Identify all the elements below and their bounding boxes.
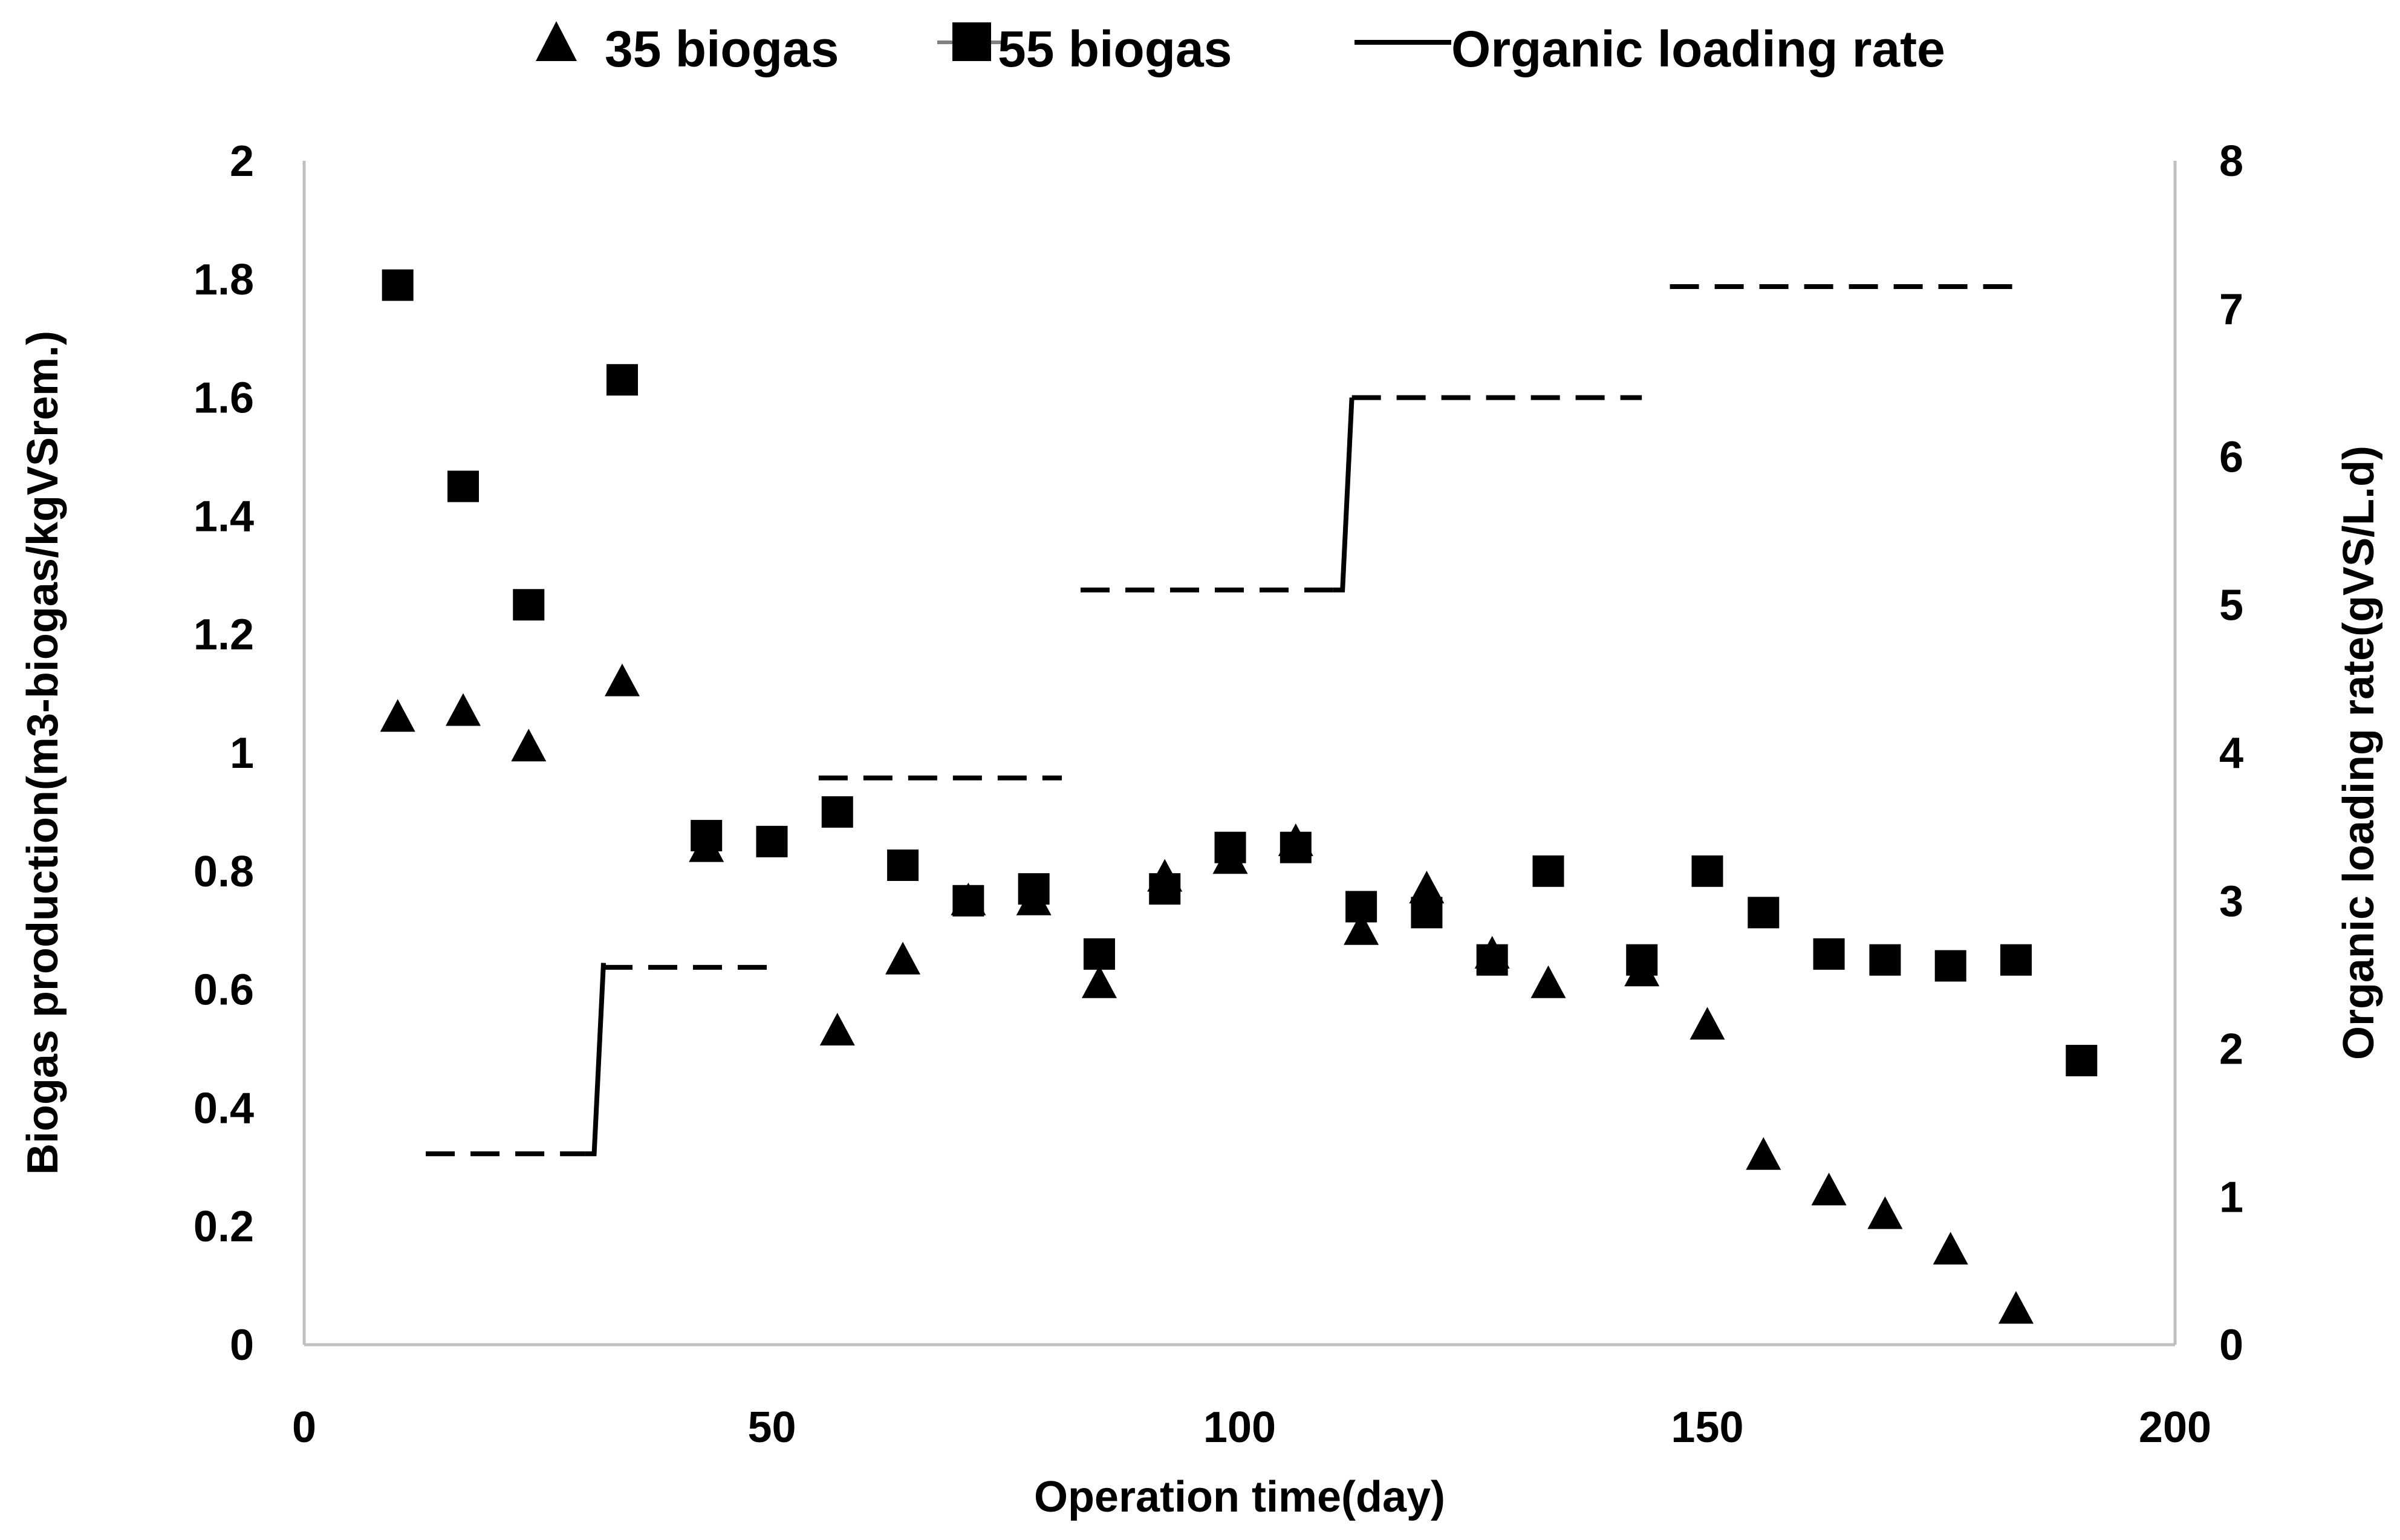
legend-label-55-biogas: 55 biogas bbox=[998, 21, 1232, 77]
y-left-tick-label: 1.6 bbox=[193, 374, 254, 423]
data-point-55-biogas bbox=[606, 364, 638, 396]
data-point-55-biogas bbox=[513, 589, 545, 621]
data-point-35-biogas bbox=[1624, 954, 1660, 987]
y-left-tick-label: 0.2 bbox=[193, 1203, 254, 1251]
data-point-55-biogas bbox=[1934, 950, 1966, 982]
y-left-tick-label: 1.2 bbox=[193, 611, 254, 659]
legend-item-55-biogas: 55 biogas bbox=[937, 21, 1232, 77]
data-point-35-biogas bbox=[885, 941, 921, 975]
data-point-55-biogas bbox=[821, 796, 853, 828]
y-left-tick-label: 0.4 bbox=[193, 1084, 254, 1132]
y-right-tick-label: 1 bbox=[2219, 1173, 2243, 1221]
legend-square-marker bbox=[952, 22, 991, 61]
legend-label-35-biogas: 35 biogas bbox=[605, 21, 839, 77]
y-right-tick-label: 4 bbox=[2219, 729, 2243, 778]
x-tick-label: 0 bbox=[292, 1403, 316, 1452]
legend: 35 biogas 55 biogas Organic loading rate bbox=[536, 21, 1945, 77]
data-point-55-biogas bbox=[1083, 938, 1115, 970]
x-tick-label: 50 bbox=[747, 1403, 796, 1452]
y-right-tick-labels: 0 1 2 3 4 5 6 7 8 bbox=[2219, 137, 2243, 1369]
y-right-tick-label: 3 bbox=[2219, 877, 2243, 926]
legend-item-olr: Organic loading rate bbox=[1354, 21, 1945, 77]
data-point-35-biogas bbox=[689, 829, 724, 862]
olr-step-segment bbox=[585, 963, 607, 1157]
legend-triangle-marker bbox=[536, 21, 577, 61]
y-left-tick-label: 2 bbox=[230, 137, 254, 186]
data-point-55-biogas bbox=[1532, 855, 1564, 887]
data-point-35-biogas bbox=[1081, 965, 1117, 998]
data-point-55-biogas bbox=[1748, 897, 1780, 929]
data-point-35-biogas bbox=[604, 663, 640, 697]
legend-label-olr: Organic loading rate bbox=[1451, 21, 1945, 77]
data-point-35-biogas bbox=[1530, 965, 1566, 998]
data-point-35-biogas bbox=[1689, 1007, 1725, 1040]
y-axis-left-title: Biogas production(m3-biogas/kgVSrem.) bbox=[19, 331, 67, 1175]
data-point-55-biogas bbox=[2066, 1045, 2098, 1077]
data-point-35-biogas bbox=[1212, 841, 1248, 874]
series-35-biogas bbox=[380, 663, 2034, 1324]
data-point-35-biogas bbox=[951, 882, 986, 915]
data-point-35-biogas bbox=[445, 693, 481, 726]
data-point-35-biogas bbox=[1867, 1196, 1903, 1229]
y-right-tick-label: 8 bbox=[2219, 137, 2243, 186]
data-point-35-biogas bbox=[1409, 871, 1445, 904]
data-point-55-biogas bbox=[1813, 938, 1845, 970]
data-point-55-biogas bbox=[382, 269, 414, 301]
y-left-tick-label: 1.8 bbox=[193, 256, 254, 304]
data-point-35-biogas bbox=[1278, 823, 1313, 856]
x-tick-label: 100 bbox=[1203, 1403, 1276, 1452]
y-right-tick-label: 0 bbox=[2219, 1321, 2243, 1369]
data-point-55-biogas bbox=[2000, 944, 2032, 976]
y-right-tick-label: 5 bbox=[2219, 581, 2243, 629]
data-point-35-biogas bbox=[1147, 859, 1183, 892]
y-right-tick-label: 7 bbox=[2219, 285, 2243, 334]
x-axis-title: Operation time(day) bbox=[1034, 1473, 1445, 1521]
series-55-biogas bbox=[382, 269, 2098, 1077]
olr-step-segment bbox=[1333, 397, 1354, 593]
y-right-tick-label: 6 bbox=[2219, 434, 2243, 482]
data-point-55-biogas bbox=[887, 850, 919, 882]
x-tick-label: 200 bbox=[2139, 1403, 2211, 1452]
data-point-35-biogas bbox=[819, 1013, 855, 1046]
data-point-55-biogas bbox=[756, 825, 788, 857]
data-point-35-biogas bbox=[1746, 1137, 1781, 1170]
y-left-tick-label: 1 bbox=[230, 729, 254, 778]
x-tick-label: 150 bbox=[1671, 1403, 1743, 1452]
olr-series bbox=[426, 284, 2026, 1157]
y-left-tick-label: 0 bbox=[230, 1321, 254, 1369]
x-tick-labels: 0 50 100 150 200 bbox=[292, 1403, 2211, 1452]
data-point-55-biogas bbox=[447, 470, 479, 502]
data-point-35-biogas bbox=[511, 729, 547, 762]
data-point-35-biogas bbox=[1811, 1172, 1847, 1206]
legend-item-35-biogas: 35 biogas bbox=[536, 21, 839, 77]
data-point-35-biogas bbox=[380, 699, 415, 732]
y-axis-right-title: Organic loading rate(gVS/L.d) bbox=[2335, 446, 2383, 1060]
data-point-35-biogas bbox=[1344, 912, 1379, 945]
y-left-tick-labels: 0 0.2 0.4 0.6 0.8 1 1.2 1.4 1.6 1.8 2 bbox=[193, 137, 254, 1369]
data-point-55-biogas bbox=[1869, 944, 1901, 976]
data-point-35-biogas bbox=[1933, 1232, 1968, 1265]
y-left-tick-label: 0.6 bbox=[193, 966, 254, 1015]
data-point-35-biogas bbox=[1016, 882, 1052, 915]
data-point-55-biogas bbox=[1691, 855, 1723, 887]
y-left-tick-label: 1.4 bbox=[193, 492, 254, 541]
y-left-tick-label: 0.8 bbox=[193, 848, 254, 896]
data-point-35-biogas bbox=[1474, 935, 1510, 969]
data-point-35-biogas bbox=[1998, 1291, 2034, 1324]
y-right-tick-label: 2 bbox=[2219, 1025, 2243, 1074]
